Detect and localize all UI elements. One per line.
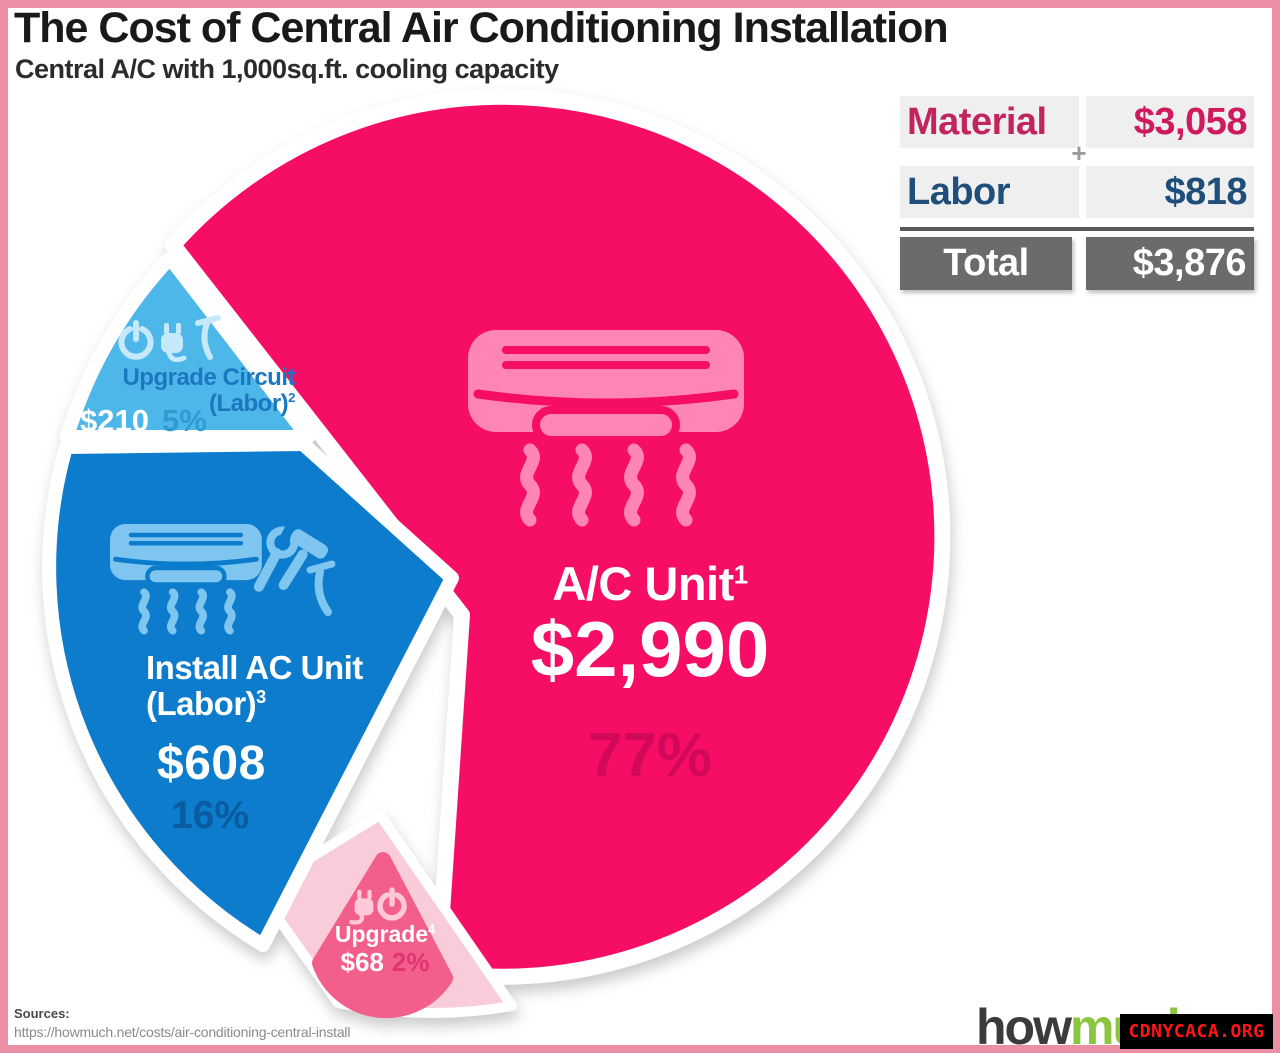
labor-value: $818 bbox=[1086, 166, 1254, 218]
plug-icon bbox=[161, 323, 187, 363]
circuit-percent: 5% bbox=[161, 403, 207, 438]
upgrade-footnote: 4 bbox=[428, 922, 436, 937]
upgrade-slice-money: $68 2% bbox=[300, 947, 470, 978]
install-line2: (Labor) bbox=[146, 685, 257, 723]
circuit-line1: Upgrade Circuit bbox=[122, 364, 295, 391]
circuit-value: $210 bbox=[80, 403, 149, 438]
circuit-slice-money: $210 5% bbox=[80, 403, 207, 439]
sources-label: Sources: bbox=[14, 1006, 70, 1021]
ac-unit-slice-label: A/C Unit1 bbox=[450, 556, 850, 611]
install-percent: 16% bbox=[171, 794, 250, 837]
ac-unit-small-icon bbox=[110, 524, 262, 635]
upgrade-percent: 2% bbox=[391, 947, 430, 977]
plug-pink-icon bbox=[349, 889, 374, 925]
ac-unit-footnote: 1 bbox=[733, 561, 748, 590]
ac-unit-icon bbox=[468, 330, 744, 527]
source-url[interactable]: https://howmuch.net/costs/air-conditioni… bbox=[14, 1024, 351, 1040]
install-footnote: 3 bbox=[256, 687, 266, 708]
install-value: $608 bbox=[157, 737, 266, 790]
table-divider bbox=[900, 227, 1254, 231]
page-subtitle: Central A/C with 1,000sq.ft. cooling cap… bbox=[15, 54, 559, 84]
air-flow-icon bbox=[520, 443, 696, 527]
circuit-slice-label: Upgrade Circuit (Labor)2 bbox=[90, 364, 295, 417]
labor-label: Labor bbox=[900, 166, 1079, 218]
material-value: $3,058 bbox=[1086, 96, 1254, 148]
upgrade-name: Upgrade bbox=[334, 921, 429, 947]
total-label: Total bbox=[900, 237, 1072, 290]
total-value: $3,876 bbox=[1086, 237, 1254, 290]
watermark-badge: CDNYCACA.ORG bbox=[1120, 1014, 1273, 1049]
wrench-icon bbox=[253, 522, 299, 592]
upgrade-slice-label: Upgrade4 bbox=[300, 921, 470, 948]
circuit-footnote: 2 bbox=[288, 389, 295, 405]
nail-icon bbox=[306, 560, 336, 616]
install-slice-label: Install AC Unit (Labor)3 bbox=[146, 649, 363, 723]
ac-unit-percent: 77% bbox=[587, 721, 713, 790]
install-line1: Install AC Unit bbox=[146, 649, 363, 686]
ac-unit-value: $2,990 bbox=[530, 605, 770, 693]
slice-circuit bbox=[60, 251, 315, 444]
power-pink-icon bbox=[377, 887, 407, 921]
upgrade-value: $68 bbox=[340, 947, 384, 977]
nail-small-icon bbox=[195, 315, 221, 360]
power-icon bbox=[118, 320, 154, 360]
plus-icon: + bbox=[1071, 138, 1087, 168]
logo-how: how bbox=[976, 999, 1072, 1053]
slice-upgrade bbox=[312, 852, 453, 1019]
circuit-line2: (Labor) bbox=[209, 389, 289, 417]
hammer-icon bbox=[278, 529, 328, 591]
slice-ac-unit bbox=[165, 88, 951, 985]
page-title: The Cost of Central Air Conditioning Ins… bbox=[14, 4, 949, 52]
ac-unit-name: A/C Unit bbox=[552, 557, 734, 610]
air-flow-small-icon bbox=[138, 588, 236, 635]
material-label: Material bbox=[900, 96, 1079, 148]
